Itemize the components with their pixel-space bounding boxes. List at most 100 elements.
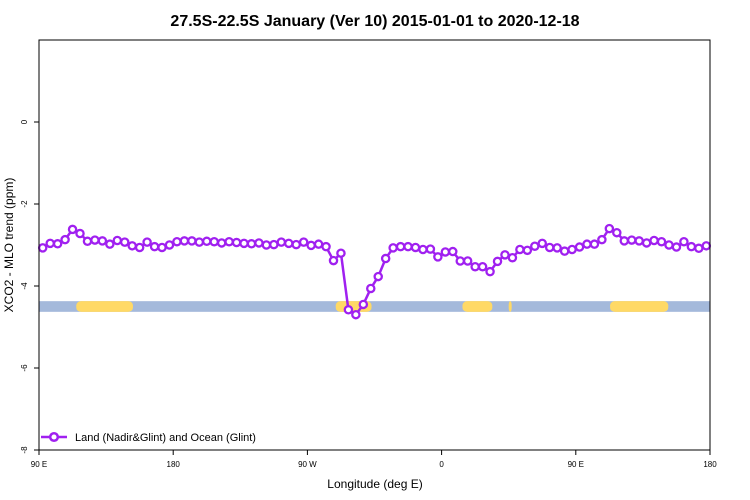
data-point <box>656 236 667 247</box>
land-segment <box>76 301 133 312</box>
x-tick-label: 180 <box>703 460 717 469</box>
data-point <box>500 250 510 260</box>
data-point <box>45 238 55 249</box>
data-point <box>462 256 473 266</box>
land-segment <box>508 301 512 312</box>
data-point <box>597 234 607 245</box>
y-axis: 0 -2 -4 -6 -8 <box>20 119 39 454</box>
data-point <box>246 239 257 249</box>
data-point <box>530 241 540 251</box>
plot-frame <box>38 39 711 451</box>
x-tick-label: 0 <box>439 460 444 469</box>
data-point <box>164 240 175 250</box>
data-point <box>298 237 309 247</box>
data-point <box>172 236 182 247</box>
data-point <box>239 238 249 249</box>
x-tick-label: 90 E <box>31 460 47 469</box>
data-point <box>216 238 227 248</box>
y-tick-label: -8 <box>20 446 29 454</box>
data-point <box>492 256 503 267</box>
data-point <box>366 283 376 294</box>
data-point <box>321 241 331 252</box>
data-point <box>37 243 48 253</box>
data-point <box>559 246 570 256</box>
data-point <box>433 252 443 262</box>
data-point <box>358 299 369 310</box>
data-point <box>537 238 548 249</box>
data-point <box>306 240 316 251</box>
x-tick-label: 90 W <box>298 460 317 469</box>
data-point <box>276 237 287 247</box>
data-point <box>410 242 421 253</box>
data-point <box>574 242 585 252</box>
data-point <box>157 242 167 253</box>
data-point <box>67 224 78 235</box>
data-point <box>641 238 652 248</box>
x-tick-label: 90 E <box>568 460 584 469</box>
data-point <box>619 236 630 246</box>
data-point <box>149 241 160 252</box>
y-axis-label: XCO2 - MLO trend (ppm) <box>2 178 16 313</box>
data-point <box>589 239 600 249</box>
data-point <box>52 239 63 249</box>
data-point <box>649 235 659 246</box>
data-point <box>701 241 712 251</box>
data-point <box>567 244 577 255</box>
data-point <box>694 243 704 254</box>
data-point <box>343 305 354 315</box>
data-point <box>127 241 137 251</box>
data-point <box>254 238 264 248</box>
data-point <box>470 261 480 272</box>
data-point <box>552 243 562 253</box>
data-point <box>112 235 123 246</box>
chart-title: 27.5S-22.5S January (Ver 10) 2015-01-01 … <box>170 13 579 30</box>
data-point <box>60 234 70 245</box>
data-point <box>544 242 555 253</box>
data-point <box>515 244 525 255</box>
data-point <box>291 239 301 250</box>
data-point <box>403 241 413 252</box>
x-axis-label: Longitude (deg E) <box>327 477 422 491</box>
data-point <box>224 236 234 247</box>
data-point <box>105 239 115 249</box>
land-segment <box>610 301 669 312</box>
data-point <box>686 241 697 252</box>
legend-label: Land (Nadir&Glint) and Ocean (Glint) <box>75 432 256 444</box>
data-point <box>134 242 145 253</box>
y-tick-label: 0 <box>20 119 29 124</box>
data-point <box>582 239 592 249</box>
data-point <box>373 271 383 282</box>
y-tick-label: -4 <box>20 282 29 290</box>
data-point <box>634 236 644 246</box>
data-point <box>194 237 205 247</box>
data-point <box>671 242 682 252</box>
data-point <box>201 236 212 247</box>
legend-marker <box>48 431 60 443</box>
data-point <box>351 309 361 320</box>
data-point <box>604 223 615 234</box>
ocean-band <box>39 301 710 312</box>
data-point <box>328 255 339 266</box>
data-point <box>119 237 130 247</box>
data-point <box>261 240 272 250</box>
series-points-layer <box>37 223 712 320</box>
data-point <box>507 252 518 263</box>
data-point <box>231 237 242 248</box>
data-point <box>448 246 458 257</box>
data-point <box>82 236 93 247</box>
data-point <box>388 243 398 253</box>
data-point <box>313 239 324 249</box>
y-tick-label: -2 <box>20 200 29 208</box>
data-point <box>142 237 152 247</box>
data-point <box>75 228 85 239</box>
data-point <box>269 239 279 250</box>
data-point <box>485 266 495 277</box>
data-point <box>626 235 637 245</box>
data-point <box>90 235 100 245</box>
data-point <box>477 261 488 272</box>
data-point <box>97 236 108 246</box>
data-point <box>209 236 219 247</box>
data-point <box>440 247 451 257</box>
data-point <box>336 248 346 258</box>
data-point <box>395 241 406 252</box>
